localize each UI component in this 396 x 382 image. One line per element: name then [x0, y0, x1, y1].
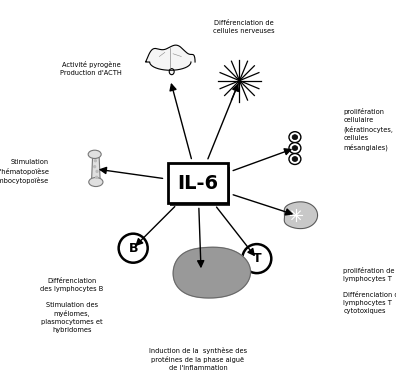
Ellipse shape: [292, 157, 298, 162]
Ellipse shape: [292, 146, 298, 151]
Ellipse shape: [292, 135, 298, 140]
Text: IL-6: IL-6: [177, 174, 219, 193]
FancyBboxPatch shape: [169, 167, 230, 206]
Polygon shape: [146, 45, 195, 70]
Ellipse shape: [88, 150, 101, 159]
Circle shape: [242, 244, 271, 273]
Circle shape: [94, 166, 95, 168]
Text: T: T: [253, 252, 261, 265]
Text: Différenciation
des lymphocytes B

Stimulation des
myélomes,
plasmocytomes et
hy: Différenciation des lymphocytes B Stimul…: [40, 278, 104, 333]
Ellipse shape: [289, 132, 301, 142]
Text: B: B: [128, 242, 138, 255]
Polygon shape: [91, 157, 100, 180]
Polygon shape: [284, 202, 318, 228]
Text: Différenciation de
cellules nerveuses: Différenciation de cellules nerveuses: [213, 20, 275, 34]
Ellipse shape: [169, 69, 174, 74]
Text: Stimulation
de l'hématopoïèse
Thrombocytopoïèse: Stimulation de l'hématopoïèse Thrombocyt…: [0, 160, 49, 184]
Circle shape: [96, 170, 98, 172]
Text: Activité pyrogène
Production d'ACTH: Activité pyrogène Production d'ACTH: [60, 61, 122, 76]
Circle shape: [95, 176, 97, 178]
Text: prolifération de
lymphocytes T

Différenciation de
lymphocytes T
cytotoxiques: prolifération de lymphocytes T Différenc…: [343, 267, 396, 314]
Circle shape: [119, 234, 148, 263]
Circle shape: [94, 160, 96, 162]
Ellipse shape: [289, 142, 301, 154]
Text: Induction de la  synthèse des
protéines de la phase aiguë
de l'inflammation: Induction de la synthèse des protéines d…: [149, 347, 247, 371]
FancyBboxPatch shape: [168, 163, 228, 203]
Polygon shape: [173, 247, 251, 298]
Text: prolifération
cellulaire
(kératinocytes,
cellules
mésangiales): prolifération cellulaire (kératinocytes,…: [343, 108, 393, 151]
Ellipse shape: [89, 178, 103, 186]
Ellipse shape: [289, 154, 301, 165]
